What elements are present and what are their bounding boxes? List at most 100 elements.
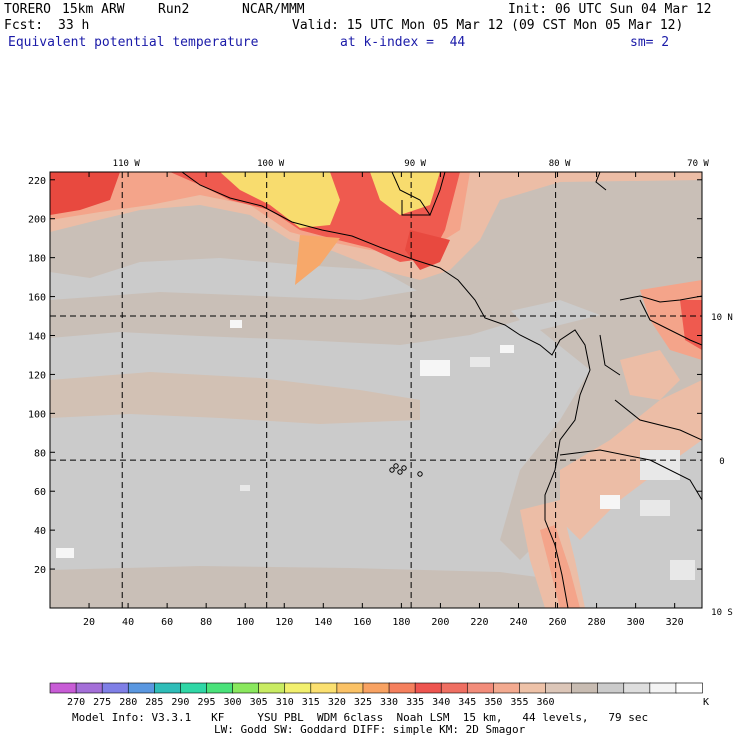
colorbar-swatch [310, 682, 338, 694]
colorbar-swatch [649, 682, 677, 694]
colorbar-units: K [703, 697, 709, 708]
longitude-label: 70 W [687, 159, 709, 169]
x-tick-label: 140 [314, 617, 332, 628]
colorbar-swatch [362, 682, 390, 694]
map-plot: 220 200 180 160 140 120 100 80 60 40 20 20 40 60 80 100… [28, 159, 733, 628]
colorbar-swatch [414, 682, 442, 694]
colorbar-swatch [75, 682, 103, 694]
colorbar-label: 295 [197, 697, 215, 708]
latitude-label: 10 S [711, 608, 733, 618]
colorbar-label: 335 [406, 697, 424, 708]
x-tick-label: 100 [236, 617, 254, 628]
x-tick-label: 240 [509, 617, 527, 628]
forecast-label: Fcst: [4, 18, 44, 33]
light-patch [420, 360, 450, 376]
coastline [181, 172, 591, 608]
colorbar-label: 280 [119, 697, 137, 708]
model-center: NCAR/MMM [242, 2, 305, 17]
colorbar-label: 315 [302, 697, 320, 708]
island [401, 465, 407, 471]
x-tick-label: 280 [588, 617, 606, 628]
y-tick-label: 40 [34, 526, 46, 537]
model-name: TORERO [4, 2, 51, 17]
latitude-label: 10 N [711, 313, 733, 323]
x-tick-label: 20 [83, 617, 95, 628]
colorbar-swatch [154, 682, 182, 694]
colorbar-swatch [49, 682, 77, 694]
longitude-label: 90 W [404, 159, 426, 169]
colorbar-label: 355 [510, 697, 528, 708]
x-tick-label: 300 [627, 617, 645, 628]
coastline [595, 172, 607, 191]
warm-band-south [50, 566, 560, 608]
colorbar-swatch [388, 682, 416, 694]
island [417, 471, 423, 477]
y-tick-label: 100 [28, 409, 46, 420]
colorbar-label: 330 [380, 697, 398, 708]
orange-plume [295, 235, 340, 285]
model-info-line: Model Info: V3.3.1 KF YSU PBL WDM 6class… [72, 711, 649, 724]
colorbar-label: 300 [224, 697, 242, 708]
colorbar-swatch [258, 682, 286, 694]
colorbar-swatch [232, 682, 260, 694]
colorbar-swatch [180, 682, 208, 694]
colorbar-swatch [545, 682, 573, 694]
island [393, 463, 399, 469]
colorbar-label: 350 [484, 697, 502, 708]
valid-time: Valid: 15 UTC Mon 05 Mar 12 (09 CST Mon … [292, 18, 684, 33]
map-frame [49, 171, 703, 609]
red-region-west [50, 172, 120, 215]
colorbar-swatch [571, 682, 599, 694]
colorbar-label: 275 [93, 697, 111, 708]
x-tick-label: 180 [392, 617, 410, 628]
colorbar-label: 325 [354, 697, 372, 708]
coastline [614, 399, 702, 441]
island [397, 469, 403, 475]
x-tick-label: 260 [549, 617, 567, 628]
x-tick-label: 200 [431, 617, 449, 628]
colorbar-label: 285 [145, 697, 163, 708]
light-patch [500, 345, 514, 353]
model-resolution: 15km ARW [62, 2, 125, 17]
light-patch [56, 548, 74, 558]
colorbar-label: 310 [276, 697, 294, 708]
coastline [599, 334, 621, 376]
forecast-hour: 33 h [58, 18, 90, 33]
x-tick-label: 60 [161, 617, 173, 628]
smoothing-info: sm= 2 [630, 35, 670, 50]
light-patch [240, 485, 250, 491]
longitude-label: 80 W [549, 159, 571, 169]
island [389, 467, 395, 473]
colorbar-label: 345 [458, 697, 476, 708]
longitude-label: 110 W [113, 159, 141, 169]
y-tick-label: 220 [28, 176, 46, 187]
y-tick-label: 140 [28, 332, 46, 343]
light-patch [470, 357, 490, 367]
colorbar-swatch [336, 682, 364, 694]
y-tick-label: 180 [28, 254, 46, 265]
coastline [619, 295, 702, 303]
coastline [391, 172, 446, 217]
peach-colombia [620, 350, 680, 400]
colorbar-label: 270 [67, 697, 85, 708]
colorbar-swatch [519, 682, 547, 694]
y-tick-label: 160 [28, 293, 46, 304]
light-patch [230, 320, 242, 328]
colorbar-swatch [127, 682, 156, 694]
coastline [401, 200, 430, 216]
colorbar-label: 340 [432, 697, 450, 708]
y-tick-label: 60 [34, 487, 46, 498]
colorbar-label: 290 [171, 697, 189, 708]
colorbar-swatch [101, 682, 130, 694]
model-run: Run2 [158, 2, 190, 17]
light-patch [640, 500, 670, 516]
longitude-label: 100 W [257, 159, 285, 169]
y-tick-label: 200 [28, 215, 46, 226]
x-tick-label: 160 [353, 617, 371, 628]
init-time: Init: 06 UTC Sun 04 Mar 12 [508, 2, 712, 17]
colorbar-label: 305 [250, 697, 268, 708]
light-patch [670, 560, 695, 580]
colorbar-swatch [675, 682, 703, 694]
yellow-region-mexico [220, 172, 340, 228]
colorbar-swatch [440, 682, 469, 694]
